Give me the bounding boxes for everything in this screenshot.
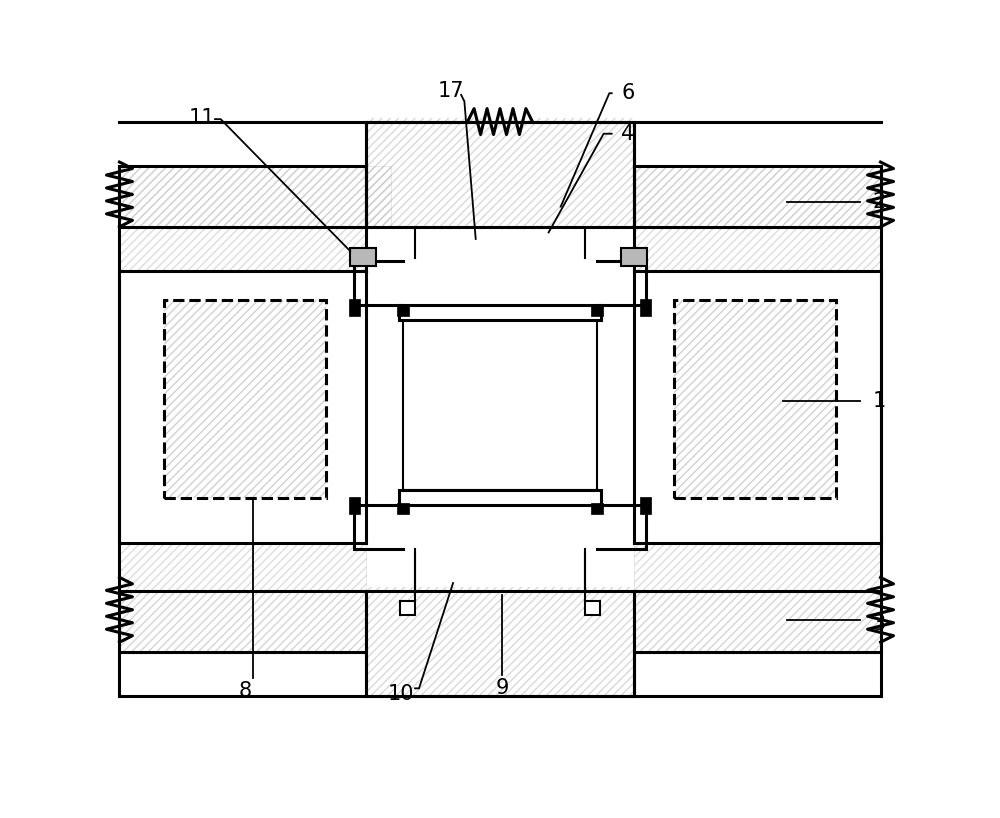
Bar (119, 227, 366, 272)
Bar (399, 490, 601, 505)
Bar (119, 166, 391, 227)
Bar (585, 601, 600, 615)
Bar (621, 249, 647, 266)
Bar (591, 304, 603, 316)
Bar (674, 299, 836, 498)
Text: 2: 2 (872, 191, 886, 212)
Bar (403, 320, 597, 490)
Text: 11: 11 (189, 107, 215, 128)
Text: 10: 10 (388, 684, 414, 704)
Bar (591, 503, 603, 515)
Text: 3: 3 (872, 614, 886, 634)
Text: 9: 9 (496, 678, 509, 699)
Bar (119, 146, 196, 227)
Text: 4: 4 (621, 124, 635, 144)
Bar (397, 503, 409, 515)
Bar (164, 299, 326, 498)
Bar (366, 591, 634, 696)
Bar (634, 542, 881, 591)
Bar (164, 299, 326, 498)
Bar (640, 497, 651, 515)
Bar (350, 249, 376, 266)
Bar (640, 299, 651, 316)
Bar (366, 118, 634, 227)
Bar (634, 591, 881, 652)
Bar (119, 542, 366, 591)
Bar (119, 591, 366, 652)
Bar (634, 166, 881, 227)
Bar (366, 587, 634, 696)
Bar (674, 299, 836, 498)
Text: 8: 8 (238, 681, 252, 701)
Text: 17: 17 (438, 81, 465, 101)
Text: 6: 6 (621, 83, 635, 103)
Bar (366, 122, 634, 227)
Text: 1: 1 (872, 391, 886, 411)
Bar (634, 227, 881, 272)
Bar (634, 166, 881, 227)
Bar (349, 299, 360, 316)
Bar (397, 304, 409, 316)
Bar (119, 166, 391, 227)
Bar (349, 497, 360, 515)
Bar (399, 305, 601, 320)
Bar (400, 601, 415, 615)
